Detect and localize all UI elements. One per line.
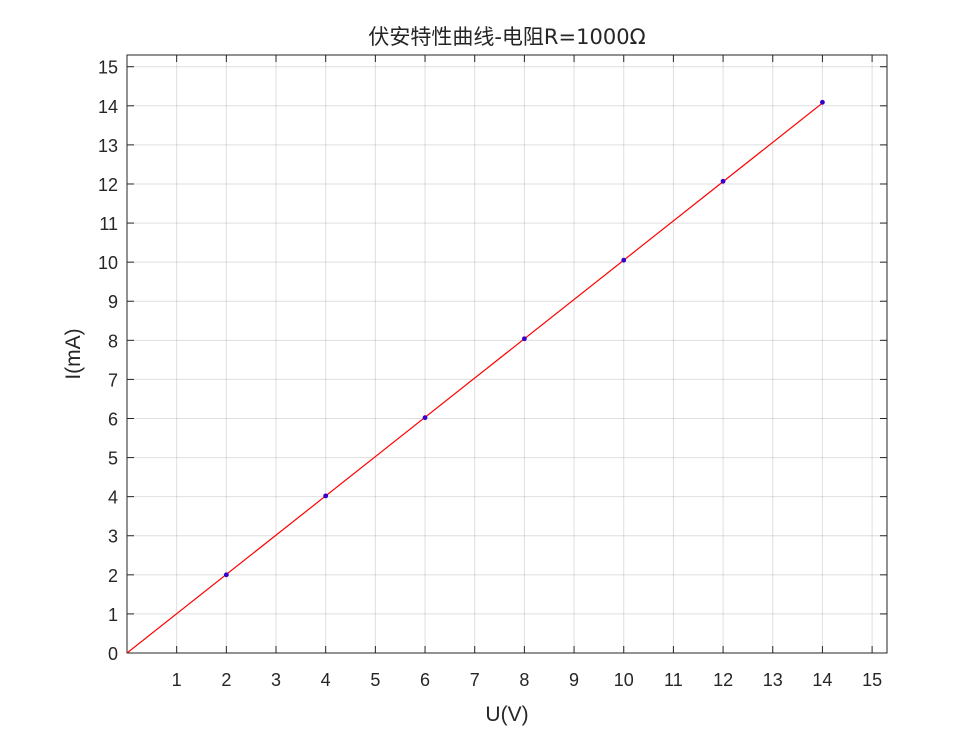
- y-tick-label: 12: [98, 175, 118, 195]
- y-tick-label: 9: [108, 292, 118, 312]
- data-point: [521, 336, 527, 342]
- data-point: [223, 572, 229, 578]
- data-series: [126, 99, 825, 654]
- x-tick-label: 7: [470, 670, 480, 690]
- data-point: [422, 415, 428, 421]
- fit-line: [126, 102, 823, 654]
- chart-title: 伏安特性曲线-电阻R=1000Ω: [368, 25, 645, 49]
- x-tick-label: 14: [812, 670, 832, 690]
- y-tick-label: 8: [108, 331, 118, 351]
- x-tick-label: 13: [763, 670, 783, 690]
- x-tick-label: 10: [614, 670, 634, 690]
- y-tick-label: 0: [108, 644, 118, 664]
- y-tick-label: 6: [108, 409, 118, 429]
- x-tick-label: 12: [713, 670, 733, 690]
- y-axis-label: I(mA): [62, 328, 85, 379]
- x-tick-label: 15: [862, 670, 882, 690]
- data-point: [720, 178, 726, 184]
- axis-ticks: [127, 55, 887, 654]
- y-tick-label: 10: [98, 253, 118, 273]
- y-tick-label: 15: [98, 58, 118, 78]
- x-tick-label: 3: [271, 670, 281, 690]
- data-point: [323, 493, 329, 499]
- x-tick-label: 6: [420, 670, 430, 690]
- y-tick-label: 3: [108, 527, 118, 547]
- y-tick-label: 5: [108, 449, 118, 469]
- y-tick-label: 14: [98, 97, 118, 117]
- plot-frame: [126, 54, 888, 654]
- y-tick-label: 7: [108, 370, 118, 390]
- x-tick-label: 11: [664, 670, 683, 690]
- y-tick-label: 13: [98, 136, 118, 156]
- y-tick-label: 4: [108, 488, 118, 508]
- y-tick-label: 1: [108, 605, 118, 625]
- x-tick-label: 5: [370, 670, 380, 690]
- x-axis-label: U(V): [485, 703, 528, 726]
- x-tick-label: 2: [221, 670, 231, 690]
- y-tick-label: 11: [99, 214, 118, 234]
- y-tick-label: 2: [108, 566, 118, 586]
- x-tick-label: 4: [321, 670, 331, 690]
- x-tick-labels: 1 2 3 4 5 6 7 8 9 10 11 12 13 14 15: [172, 670, 882, 690]
- data-point: [820, 99, 825, 105]
- x-tick-label: 1: [172, 670, 182, 690]
- grid-lines: [127, 55, 887, 654]
- x-tick-label: 8: [519, 670, 529, 690]
- data-point: [621, 257, 627, 263]
- x-tick-label: 9: [569, 670, 579, 690]
